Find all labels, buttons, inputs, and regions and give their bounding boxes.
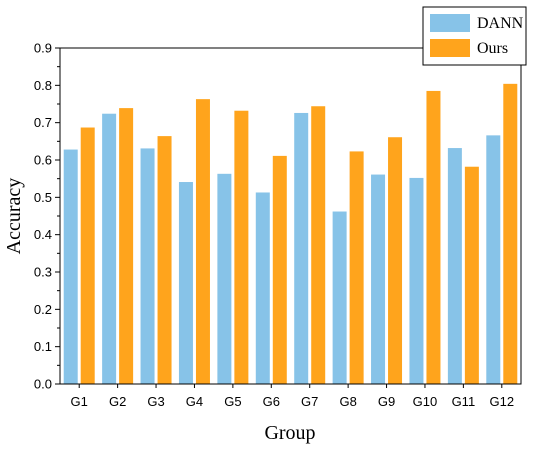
bar-ours-g5 xyxy=(234,110,249,384)
bar-ours-g10 xyxy=(426,90,441,384)
bar-dann-g12 xyxy=(486,135,501,384)
bar-dann-g7 xyxy=(294,112,309,385)
bar-ours-g9 xyxy=(388,137,403,384)
bar-dann-g9 xyxy=(371,174,386,384)
x-axis-ticks: G1 G2 G3 G4 G5 G6 G7 G8 G9 G10 G11 G12 xyxy=(71,384,515,409)
legend-label-ours: Ours xyxy=(477,40,508,57)
bar-dann-g5 xyxy=(217,173,232,384)
bar-ours-g6 xyxy=(272,155,287,384)
x-tick-label-g11: G11 xyxy=(452,394,476,409)
y-tick-label: 0.3 xyxy=(34,265,52,280)
y-tick-label: 0.9 xyxy=(34,41,52,56)
x-tick-label-g9: G9 xyxy=(378,394,395,409)
bar-dann-g3 xyxy=(140,148,155,384)
bar-ours-g3 xyxy=(157,136,172,384)
bar-ours-g4 xyxy=(195,99,210,384)
y-tick-label: 0.8 xyxy=(34,78,52,93)
bar-dann-g4 xyxy=(178,182,193,384)
x-tick-label-g6: G6 xyxy=(263,394,280,409)
bars-group xyxy=(63,83,518,385)
x-tick-label-g8: G8 xyxy=(339,394,356,409)
bar-ours-g8 xyxy=(349,151,364,384)
x-tick-label-g5: G5 xyxy=(224,394,241,409)
x-tick-label-g7: G7 xyxy=(301,394,318,409)
bar-ours-g12 xyxy=(503,83,518,384)
bar-ours-g2 xyxy=(119,108,134,385)
y-tick-label: 0.7 xyxy=(34,115,52,130)
bar-dann-g10 xyxy=(409,177,424,384)
y-axis-ticks: 0.0 0.1 0.2 0.3 0.4 0.5 0.6 0.7 0.8 0.9 xyxy=(34,41,60,392)
y-tick-label: 0.2 xyxy=(34,302,52,317)
y-tick-label: 0.1 xyxy=(34,339,52,354)
x-tick-label-g10: G10 xyxy=(413,394,438,409)
legend-label-dann: DANN xyxy=(477,15,524,32)
bar-ours-g11 xyxy=(464,166,479,384)
x-axis-title: Group xyxy=(264,422,315,444)
y-axis-title: Accuracy xyxy=(3,178,25,255)
bar-dann-g2 xyxy=(102,113,117,384)
x-tick-label-g1: G1 xyxy=(71,394,88,409)
y-tick-label: 0.0 xyxy=(34,377,52,392)
legend: DANN Ours xyxy=(422,6,527,66)
x-tick-label-g4: G4 xyxy=(186,394,203,409)
bar-dann-g8 xyxy=(332,211,347,384)
bar-ours-g7 xyxy=(311,106,326,385)
x-tick-label-g2: G2 xyxy=(109,394,126,409)
y-tick-label: 0.5 xyxy=(34,190,52,205)
bar-dann-g1 xyxy=(63,149,78,384)
bar-dann-g11 xyxy=(447,148,462,384)
legend-swatch-ours xyxy=(430,39,470,57)
legend-swatch-dann xyxy=(430,14,470,32)
y-tick-label: 0.6 xyxy=(34,153,52,168)
y-tick-label: 0.4 xyxy=(34,227,52,242)
bar-dann-g6 xyxy=(255,192,270,384)
bar-ours-g1 xyxy=(80,127,95,385)
x-tick-label-g12: G12 xyxy=(490,394,515,409)
x-tick-label-g3: G3 xyxy=(147,394,164,409)
